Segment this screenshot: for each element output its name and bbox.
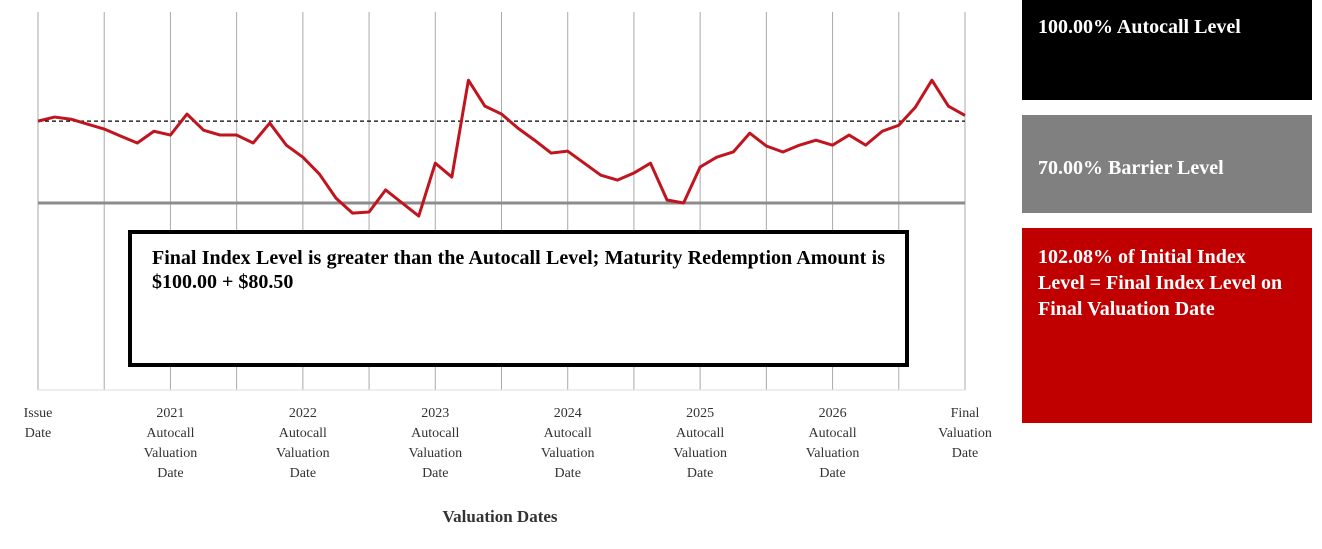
annotation: Final Index Level is greater than the Au… [128, 230, 909, 367]
legend-barrier: 70.00% Barrier Level [1022, 115, 1312, 213]
x-tick-label: Final Valuation Date [938, 406, 992, 461]
x-tick-label: 2024 Autocall Valuation Date [540, 406, 595, 481]
x-tick-label: 2025 Autocall Valuation Date [673, 406, 727, 481]
index-line [37, 78, 966, 218]
x-tick-label: 2022 Autocall Valuation Date [276, 406, 330, 481]
x-tick-label: Issue Date [23, 406, 53, 441]
x-tick-label: 2023 Autocall Valuation Date [408, 406, 463, 481]
x-tick-label: 2021 Autocall Valuation Date [143, 406, 198, 481]
legend-autocall: 100.00% Autocall Level [1022, 0, 1312, 100]
legend-final: 102.08% of Initial Index Level = Final I… [1022, 228, 1312, 423]
x-axis-label: Valuation Dates [442, 507, 558, 526]
x-tick-label: 2026 Autocall Valuation Date [805, 406, 860, 481]
